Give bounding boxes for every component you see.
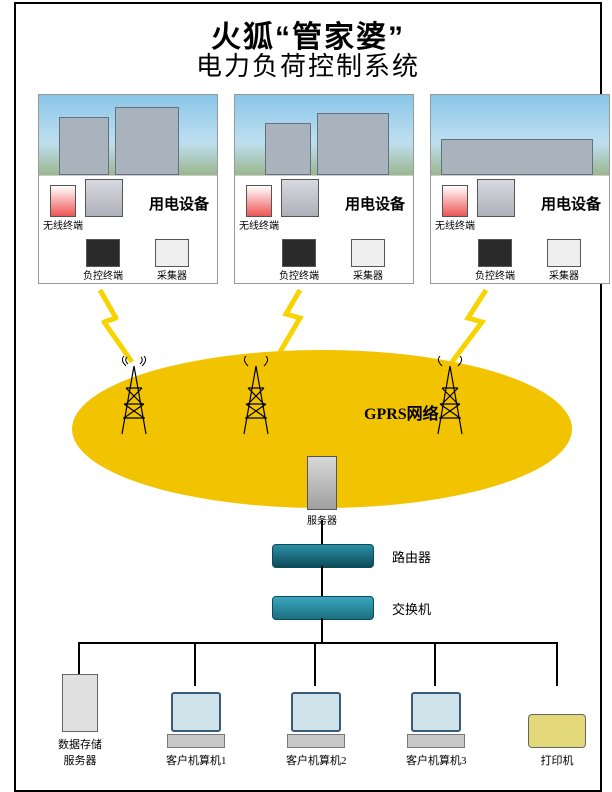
router-label: 路由器 xyxy=(392,547,431,566)
wireless-label: 无线终端 xyxy=(435,217,475,232)
collector-icon xyxy=(155,239,189,267)
building-photo-2 xyxy=(235,95,413,176)
client-pc-1: 客户机算机1 xyxy=(166,692,227,768)
connection-line xyxy=(321,618,323,642)
wireless-device-icon xyxy=(246,185,272,217)
collector-label: 采集器 xyxy=(549,267,579,282)
pc2-label: 客户机算机2 xyxy=(286,752,347,768)
antenna-tower-icon xyxy=(432,356,468,436)
connection-line xyxy=(321,520,323,544)
meter-icon xyxy=(281,179,319,217)
drop-line xyxy=(434,642,436,686)
bus-line xyxy=(78,642,558,644)
building-photo-3 xyxy=(431,95,609,176)
printer-icon: 打印机 xyxy=(528,696,586,768)
collector-icon xyxy=(547,239,581,267)
router-icon: 路由器 xyxy=(272,544,431,568)
wireless-label: 无线终端 xyxy=(43,217,83,232)
db-server-label: 数据存储 服务器 xyxy=(58,736,102,768)
frame: 火狐“管家婆” 电力负荷控制系统 用电设备 无线终端 负控终端 采集器 xyxy=(14,2,602,792)
wireless-device-icon xyxy=(442,185,468,217)
drop-line xyxy=(556,642,558,686)
wireless-device-icon xyxy=(50,185,76,217)
collector-label: 采集器 xyxy=(353,267,383,282)
switch-icon: 交换机 xyxy=(272,596,431,620)
printer-label: 打印机 xyxy=(541,752,574,768)
site-panel-2: 用电设备 无线终端 负控终端 采集器 xyxy=(234,94,414,284)
server-icon: 服务器 xyxy=(298,456,346,520)
lightning-icon xyxy=(266,288,326,358)
loadctrl-icon xyxy=(86,239,120,267)
pc1-label: 客户机算机1 xyxy=(166,752,227,768)
antenna-tower-icon xyxy=(116,356,152,436)
gprs-label: GPRS网络 xyxy=(364,400,439,424)
switch-label: 交换机 xyxy=(392,599,431,618)
drop-line xyxy=(194,642,196,686)
connection-line xyxy=(321,566,323,596)
wireless-label: 无线终端 xyxy=(239,217,279,232)
antenna-tower-icon xyxy=(238,356,274,436)
site-big-label: 用电设备 xyxy=(541,193,601,214)
site-big-label: 用电设备 xyxy=(345,193,405,214)
page: 火狐“管家婆” 电力负荷控制系统 用电设备 无线终端 负控终端 采集器 xyxy=(0,0,612,792)
site-panel-3: 用电设备 无线终端 负控终端 采集器 xyxy=(430,94,610,284)
loadctrl-icon xyxy=(282,239,316,267)
db-server-icon: 数据存储 服务器 xyxy=(58,674,102,768)
loadctrl-label: 负控终端 xyxy=(279,267,319,282)
collector-icon xyxy=(351,239,385,267)
drop-line xyxy=(314,642,316,686)
client-pc-2: 客户机算机2 xyxy=(286,692,347,768)
meter-icon xyxy=(85,179,123,217)
client-pc-3: 客户机算机3 xyxy=(406,692,467,768)
pc3-label: 客户机算机3 xyxy=(406,752,467,768)
loadctrl-label: 负控终端 xyxy=(475,267,515,282)
loadctrl-label: 负控终端 xyxy=(83,267,123,282)
title-sub: 电力负荷控制系统 xyxy=(16,46,600,83)
meter-icon xyxy=(477,179,515,217)
collector-label: 采集器 xyxy=(157,267,187,282)
building-photo-1 xyxy=(39,95,217,176)
site-panel-1: 用电设备 无线终端 负控终端 采集器 xyxy=(38,94,218,284)
loadctrl-icon xyxy=(478,239,512,267)
site-big-label: 用电设备 xyxy=(149,193,209,214)
